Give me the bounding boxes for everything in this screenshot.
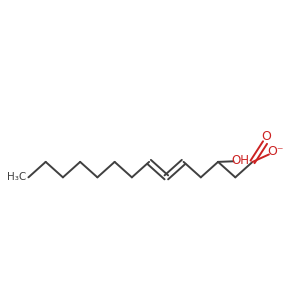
Text: H₃C: H₃C — [7, 172, 26, 182]
Text: OH: OH — [232, 154, 250, 167]
Text: O⁻: O⁻ — [267, 145, 284, 158]
Text: O: O — [262, 130, 272, 142]
